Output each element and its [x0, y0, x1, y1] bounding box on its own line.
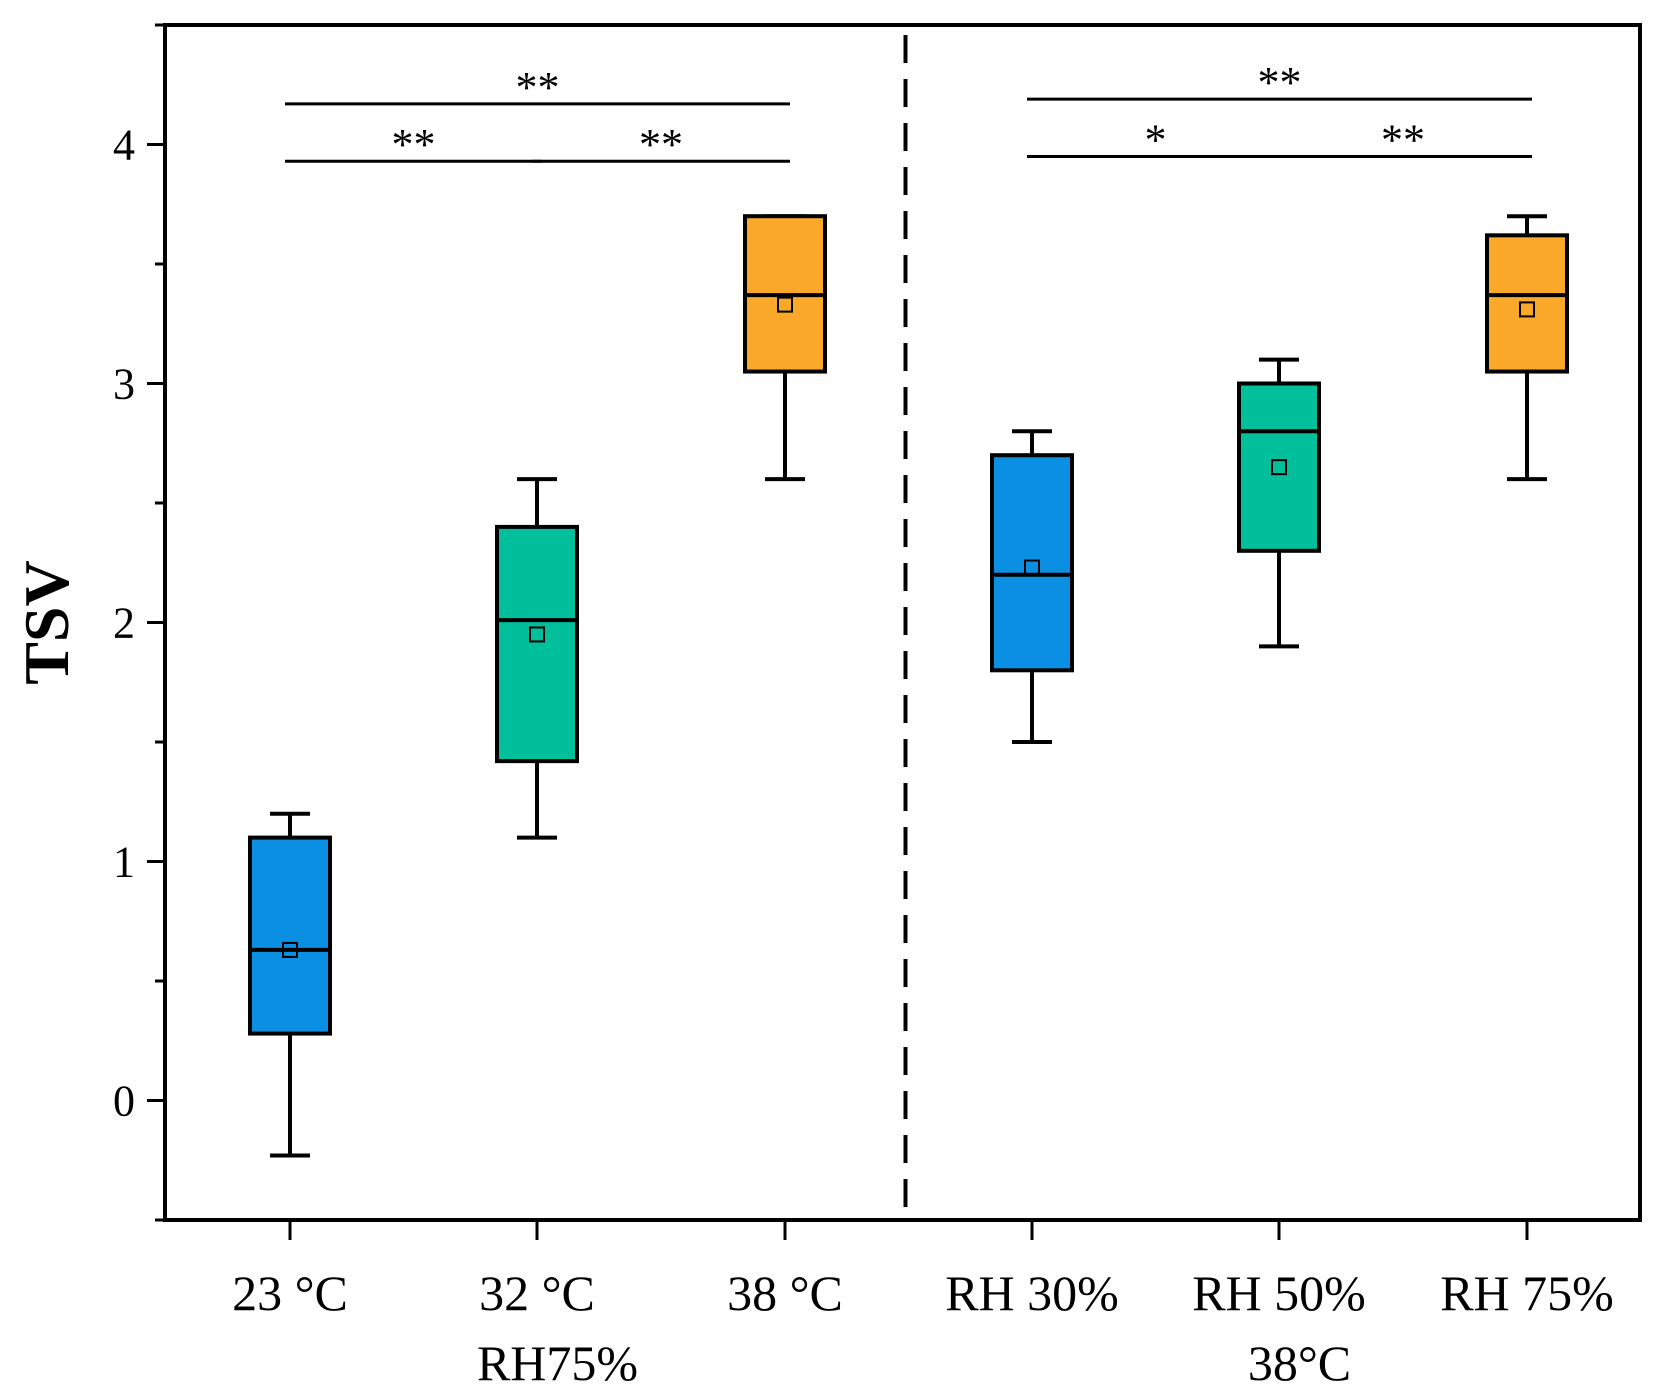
- significance-label: **: [1381, 115, 1425, 164]
- x-tick-label: RH 50%: [1192, 1265, 1366, 1321]
- box-iqr: [1237, 381, 1321, 553]
- x-tick-label: RH 30%: [945, 1265, 1119, 1321]
- significance-label: **: [639, 120, 683, 169]
- y-tick-label: 2: [113, 599, 135, 648]
- plot-frame: [163, 23, 1642, 1222]
- significance-label: *: [1145, 115, 1167, 164]
- x-tick-label: 32 °C: [479, 1265, 595, 1321]
- group-label: 38°C: [1248, 1335, 1351, 1391]
- mean-marker: [529, 626, 545, 643]
- y-axis-title: TSV: [11, 560, 82, 685]
- box-iqr: [1485, 233, 1569, 374]
- x-tick-label: RH 75%: [1440, 1265, 1614, 1321]
- y-tick-label: 0: [113, 1077, 135, 1126]
- y-tick-label: 4: [113, 121, 135, 170]
- mean-marker: [1271, 459, 1287, 476]
- y-tick-label: 1: [113, 838, 135, 887]
- group-label: RH75%: [477, 1335, 638, 1391]
- x-tick-label: 23 °C: [232, 1265, 348, 1321]
- significance-label: **: [392, 120, 436, 169]
- mean-marker: [1519, 301, 1535, 318]
- mean-marker: [1024, 559, 1040, 576]
- significance-label: **: [1258, 58, 1302, 107]
- mean-marker: [282, 941, 298, 958]
- box-iqr: [495, 524, 579, 764]
- x-tick-label: 38 °C: [727, 1265, 843, 1321]
- mean-marker: [777, 296, 793, 313]
- significance-label: **: [516, 63, 560, 112]
- y-tick-label: 3: [113, 360, 135, 409]
- box-iqr: [990, 453, 1074, 673]
- box-iqr: [248, 835, 332, 1036]
